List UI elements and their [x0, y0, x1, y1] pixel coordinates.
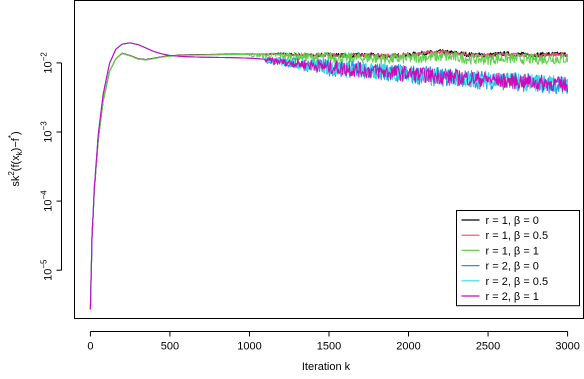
y-tick-label: 10−4: [40, 190, 55, 212]
x-tick-label: 500: [161, 341, 179, 353]
y-axis-title-sup: 2: [7, 171, 16, 176]
legend: r = 1, β = 0 r = 1, β = 0.5 r = 1, β = 1 r …: [456, 210, 580, 307]
legend-label: r = 1, β = 0.5: [486, 230, 549, 242]
x-tick-label: 1500: [317, 341, 341, 353]
y-tick-label: 10−3: [40, 121, 55, 143]
y-axis-title-part: sk: [10, 175, 22, 187]
y-axis-title: sk2(f(xk)−f*): [7, 131, 24, 186]
y-tick-label: 10−5: [40, 259, 55, 281]
legend-label: r = 2, β = 0.5: [486, 276, 549, 288]
legend-box: [456, 210, 580, 307]
series-line: [89, 51, 569, 310]
y-axis-title-part: ): [10, 131, 22, 135]
series-layer: [89, 42, 569, 310]
legend-label: r = 2, β = 1: [486, 291, 539, 303]
legend-label: r = 1, β = 1: [486, 245, 539, 257]
x-tick-label: 3000: [555, 341, 579, 353]
y-axis-title-part: (f(x: [10, 155, 22, 171]
x-tick-label: 0: [87, 341, 93, 353]
x-tick-label: 1000: [237, 341, 261, 353]
y-axis-title-part: )−f: [10, 137, 22, 151]
y-axis-title-sup: *: [7, 135, 16, 138]
y-tick-base: 10: [43, 200, 55, 212]
y-axis-title-sub: k: [15, 150, 24, 155]
x-axis-title: Iteration k: [302, 361, 351, 373]
y-tick-exponent: −4: [40, 190, 49, 200]
series-line: [89, 42, 569, 310]
x-tick-label: 2000: [396, 341, 420, 353]
legend-label: r = 1, β = 0: [486, 215, 539, 227]
y-axis: 10−210−310−410−5: [40, 52, 62, 281]
legend-label: r = 2, β = 0: [486, 261, 539, 273]
y-tick-exponent: −2: [40, 52, 49, 62]
y-tick-exponent: −3: [40, 121, 49, 131]
y-tick-label: 10−2: [40, 52, 55, 74]
y-tick-base: 10: [43, 61, 55, 73]
y-tick-exponent: −5: [40, 259, 49, 269]
y-tick-base: 10: [43, 269, 55, 281]
y-tick-base: 10: [43, 130, 55, 142]
x-axis: 0 500 1000 1500 2000 2500 3000: [87, 331, 580, 353]
x-tick-label: 2500: [476, 341, 500, 353]
